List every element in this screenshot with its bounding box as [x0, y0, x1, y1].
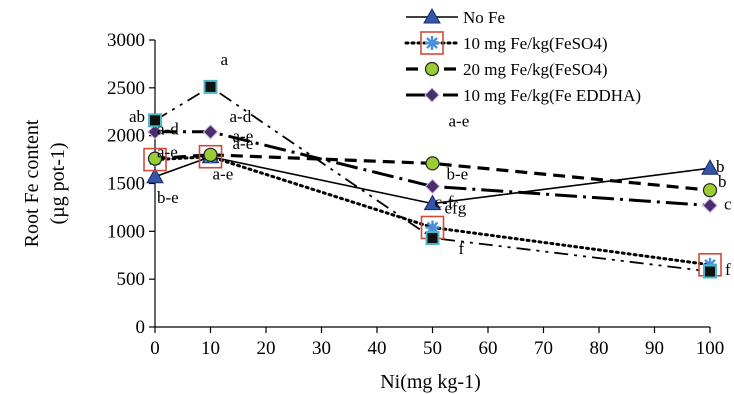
series-4-point: [148, 113, 162, 128]
series-0-point: [423, 194, 442, 211]
legend-label: 10 mg Fe/kg(FeSO4): [463, 34, 608, 53]
series-1-point-star: [425, 220, 440, 235]
y-tick-label: 1500: [107, 174, 145, 195]
x-tick-label: 80: [590, 338, 609, 359]
series-4-point: [203, 79, 218, 94]
legend-marker-0: [423, 7, 441, 24]
significance-label: a-e: [233, 127, 254, 146]
significance-label: a-d: [157, 120, 179, 139]
series-2-point: [702, 183, 718, 198]
legend-label: 10 mg Fe/kg(Fe EDDHA): [463, 86, 641, 105]
significance-label: a: [221, 50, 229, 69]
y-axis-title: Root Fe content (µg pot-1): [21, 119, 69, 247]
legend-label: 20 mg Fe/kg(FeSO4): [463, 60, 608, 79]
series-2-point: [147, 151, 163, 166]
x-tick-label: 60: [479, 338, 498, 359]
significance-label: a-d: [230, 107, 252, 126]
series-3-point: [202, 124, 219, 140]
series-1-point: [198, 144, 223, 169]
x-tick-label: 40: [368, 338, 387, 359]
significance-label: a-e: [213, 165, 234, 184]
y-axis-title-line: (µg pot-1): [47, 142, 69, 224]
y-tick-label: 0: [136, 317, 146, 338]
series-3-point: [424, 178, 441, 195]
significance-label: ab: [129, 107, 145, 126]
x-tick-label: 50: [423, 338, 442, 359]
x-tick-label: 70: [534, 338, 553, 359]
significance-label: c-f: [435, 193, 454, 212]
significance-label: a-e: [233, 134, 254, 153]
significance-label: f: [725, 260, 731, 279]
axis-titles: Ni(mg kg-1) Root Fe content (µg pot-1): [21, 119, 481, 393]
series-2-point: [425, 156, 440, 171]
x-axis-title: Ni(mg kg-1): [380, 371, 481, 393]
series-line-3: [155, 130, 711, 207]
legend-marker-2: [424, 61, 440, 77]
significance-label: c: [724, 195, 732, 214]
series-line-4: [154, 85, 711, 273]
significance-label: b-e: [157, 188, 179, 207]
series-0-point: [701, 159, 719, 175]
significance-label: a-e: [449, 111, 470, 130]
y-axis-title-line: Root Fe content: [21, 119, 43, 247]
legend-marker-3: [424, 87, 440, 103]
significance-label: efg: [445, 199, 467, 218]
x-tick-label: 20: [257, 338, 276, 359]
series-line-1: [153, 155, 712, 267]
x-tick-label: 90: [645, 338, 664, 359]
y-tick-label: 1000: [107, 221, 145, 242]
series-2-point: [203, 147, 218, 162]
legend-marker-1: [420, 31, 444, 55]
series-1-point: [143, 147, 167, 172]
y-tick-label: 500: [117, 269, 146, 290]
significance-label: a-e: [157, 143, 178, 162]
series-3-point: [702, 197, 718, 214]
series-4-point: [703, 264, 717, 279]
x-tick-label: 10: [201, 338, 220, 359]
series-markers: [143, 79, 722, 279]
significance-label: b-e: [447, 164, 469, 183]
series-line-2: [154, 153, 711, 192]
y-tick-label: 2000: [107, 126, 145, 147]
series-lines: [153, 85, 712, 273]
legend: No Fe 10 mg Fe/kg(FeSO4) 20 mg Fe/kg(FeSO4…: [404, 7, 641, 105]
series-0-point: [146, 167, 164, 184]
significance-label: f: [459, 239, 465, 258]
series-4-point: [425, 231, 440, 246]
axes: 0 500 1000 1500 2000 2500 3000 0 10 20 30 40 50 60 70 8…: [107, 30, 724, 359]
significance-label: b: [718, 172, 727, 191]
legend-marker-1-star: [425, 36, 439, 50]
series-3-point: [147, 124, 163, 140]
significance-label: b: [716, 157, 725, 176]
series-line-0: [154, 155, 711, 205]
x-tick-label: 100: [696, 338, 725, 359]
x-tick-label: 30: [312, 338, 331, 359]
legend-label: No Fe: [463, 8, 505, 27]
x-tick-label: 0: [150, 338, 160, 359]
y-tick-label: 2500: [107, 78, 145, 99]
y-tick-label: 3000: [107, 30, 145, 51]
